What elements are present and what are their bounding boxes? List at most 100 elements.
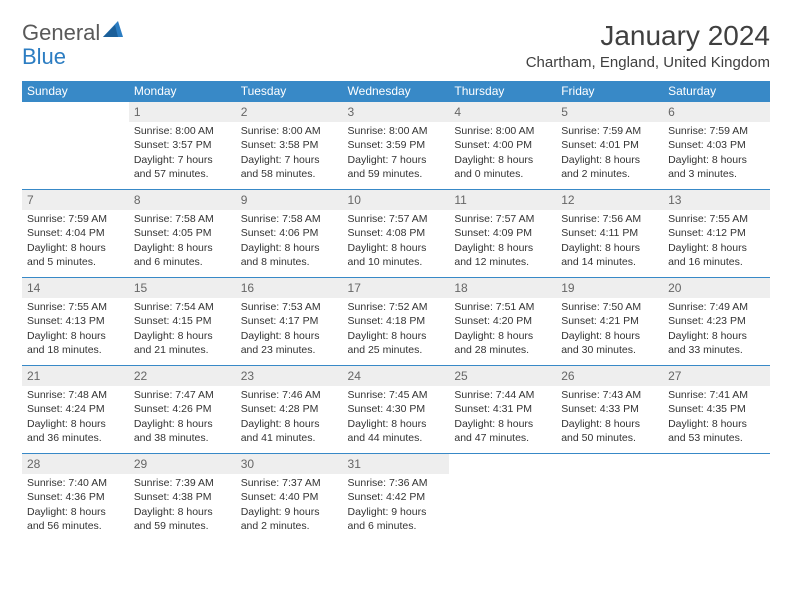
day-d1: Daylight: 8 hours — [561, 417, 658, 431]
day-d2: and 18 minutes. — [27, 343, 124, 357]
day-d1: Daylight: 8 hours — [348, 417, 445, 431]
calendar-day: 25Sunrise: 7:44 AMSunset: 4:31 PMDayligh… — [449, 366, 556, 454]
day-d2: and 3 minutes. — [668, 167, 765, 181]
day-sr: Sunrise: 7:57 AM — [454, 212, 551, 226]
day-ss: Sunset: 4:05 PM — [134, 226, 231, 240]
calendar-day: 27Sunrise: 7:41 AMSunset: 4:35 PMDayligh… — [663, 366, 770, 454]
calendar-blank — [663, 454, 770, 542]
day-sr: Sunrise: 7:41 AM — [668, 388, 765, 402]
day-sr: Sunrise: 7:59 AM — [668, 124, 765, 138]
weekday-header: Saturday — [663, 81, 770, 102]
day-d2: and 6 minutes. — [134, 255, 231, 269]
day-d1: Daylight: 8 hours — [134, 505, 231, 519]
day-d1: Daylight: 8 hours — [348, 329, 445, 343]
day-d2: and 0 minutes. — [454, 167, 551, 181]
calendar-day: 29Sunrise: 7:39 AMSunset: 4:38 PMDayligh… — [129, 454, 236, 542]
calendar-day: 3Sunrise: 8:00 AMSunset: 3:59 PMDaylight… — [343, 102, 450, 190]
calendar-day: 16 Sunrise: 7:53 AMSunset: 4:17 PMDayligh… — [236, 278, 343, 366]
day-ss: Sunset: 4:24 PM — [27, 402, 124, 416]
calendar-head: SundayMondayTuesdayWednesdayThursdayFrid… — [22, 81, 770, 102]
day-number: 22 — [129, 366, 236, 386]
calendar-blank — [22, 102, 129, 190]
day-d2: and 36 minutes. — [27, 431, 124, 445]
day-number: 2 — [236, 102, 343, 122]
day-number: 28 — [22, 454, 129, 474]
day-d1: Daylight: 8 hours — [668, 153, 765, 167]
day-ss: Sunset: 4:04 PM — [27, 226, 124, 240]
calendar-day: 2Sunrise: 8:00 AMSunset: 3:58 PMDaylight… — [236, 102, 343, 190]
day-number: 12 — [556, 190, 663, 210]
day-ss: Sunset: 4:36 PM — [27, 490, 124, 504]
day-ss: Sunset: 4:42 PM — [348, 490, 445, 504]
day-ss: Sunset: 3:58 PM — [241, 138, 338, 152]
day-number: 23 — [236, 366, 343, 386]
weekday-header: Thursday — [449, 81, 556, 102]
day-number: 5 — [556, 102, 663, 122]
calendar-day: 1Sunrise: 8:00 AMSunset: 3:57 PMDaylight… — [129, 102, 236, 190]
day-sr: Sunrise: 7:43 AM — [561, 388, 658, 402]
day-number: 16 — [236, 278, 343, 298]
day-number: 24 — [343, 366, 450, 386]
day-ss: Sunset: 4:31 PM — [454, 402, 551, 416]
day-d1: Daylight: 8 hours — [134, 241, 231, 255]
day-sr: Sunrise: 7:59 AM — [561, 124, 658, 138]
calendar-day: 5Sunrise: 7:59 AMSunset: 4:01 PMDaylight… — [556, 102, 663, 190]
day-d2: and 57 minutes. — [134, 167, 231, 181]
day-d2: and 30 minutes. — [561, 343, 658, 357]
calendar-day: 12Sunrise: 7:56 AMSunset: 4:11 PMDayligh… — [556, 190, 663, 278]
weekday-header: Friday — [556, 81, 663, 102]
day-sr: Sunrise: 7:51 AM — [454, 300, 551, 314]
calendar-day: 18Sunrise: 7:51 AMSunset: 4:20 PMDayligh… — [449, 278, 556, 366]
day-sr: Sunrise: 7:58 AM — [134, 212, 231, 226]
day-sr: Sunrise: 7:37 AM — [241, 476, 338, 490]
day-number: 3 — [343, 102, 450, 122]
calendar-day: 28Sunrise: 7:40 AMSunset: 4:36 PMDayligh… — [22, 454, 129, 542]
day-d2: and 12 minutes. — [454, 255, 551, 269]
day-d1: Daylight: 8 hours — [27, 329, 124, 343]
day-sr: Sunrise: 8:00 AM — [348, 124, 445, 138]
calendar-week: 14Sunrise: 7:55 AMSunset: 4:13 PMDayligh… — [22, 278, 770, 366]
day-ss: Sunset: 4:12 PM — [668, 226, 765, 240]
day-number: 1 — [129, 102, 236, 122]
day-ss: Sunset: 4:18 PM — [348, 314, 445, 328]
day-number: 13 — [663, 190, 770, 210]
calendar-day: 26Sunrise: 7:43 AMSunset: 4:33 PMDayligh… — [556, 366, 663, 454]
day-number: 4 — [449, 102, 556, 122]
day-ss: Sunset: 4:15 PM — [134, 314, 231, 328]
day-number: 9 — [236, 190, 343, 210]
day-number: 29 — [129, 454, 236, 474]
day-sr: Sunrise: 7:45 AM — [348, 388, 445, 402]
day-d2: and 2 minutes. — [241, 519, 338, 533]
day-d1: Daylight: 8 hours — [241, 329, 338, 343]
calendar-day: 8Sunrise: 7:58 AMSunset: 4:05 PMDaylight… — [129, 190, 236, 278]
day-d1: Daylight: 9 hours — [241, 505, 338, 519]
calendar-day: 31Sunrise: 7:36 AMSunset: 4:42 PMDayligh… — [343, 454, 450, 542]
calendar-week: 21Sunrise: 7:48 AMSunset: 4:24 PMDayligh… — [22, 366, 770, 454]
day-ss: Sunset: 4:38 PM — [134, 490, 231, 504]
day-d1: Daylight: 8 hours — [561, 153, 658, 167]
day-ss: Sunset: 4:30 PM — [348, 402, 445, 416]
day-sr: Sunrise: 7:48 AM — [27, 388, 124, 402]
day-d2: and 59 minutes. — [134, 519, 231, 533]
day-d1: Daylight: 7 hours — [241, 153, 338, 167]
day-sr: Sunrise: 7:54 AM — [134, 300, 231, 314]
calendar-day: 11Sunrise: 7:57 AMSunset: 4:09 PMDayligh… — [449, 190, 556, 278]
day-sr: Sunrise: 7:36 AM — [348, 476, 445, 490]
day-ss: Sunset: 4:26 PM — [134, 402, 231, 416]
day-sr: Sunrise: 7:46 AM — [241, 388, 338, 402]
day-d2: and 21 minutes. — [134, 343, 231, 357]
day-ss: Sunset: 4:23 PM — [668, 314, 765, 328]
day-d2: and 25 minutes. — [348, 343, 445, 357]
day-ss: Sunset: 4:17 PM — [241, 314, 338, 328]
day-ss: Sunset: 4:08 PM — [348, 226, 445, 240]
day-sr: Sunrise: 7:53 AM — [241, 300, 338, 314]
day-ss: Sunset: 4:13 PM — [27, 314, 124, 328]
logo-text-general: General — [22, 20, 100, 46]
day-d1: Daylight: 8 hours — [668, 417, 765, 431]
day-number: 11 — [449, 190, 556, 210]
calendar-blank — [449, 454, 556, 542]
weekday-header: Wednesday — [343, 81, 450, 102]
day-sr: Sunrise: 7:59 AM — [27, 212, 124, 226]
day-d2: and 23 minutes. — [241, 343, 338, 357]
day-d2: and 16 minutes. — [668, 255, 765, 269]
